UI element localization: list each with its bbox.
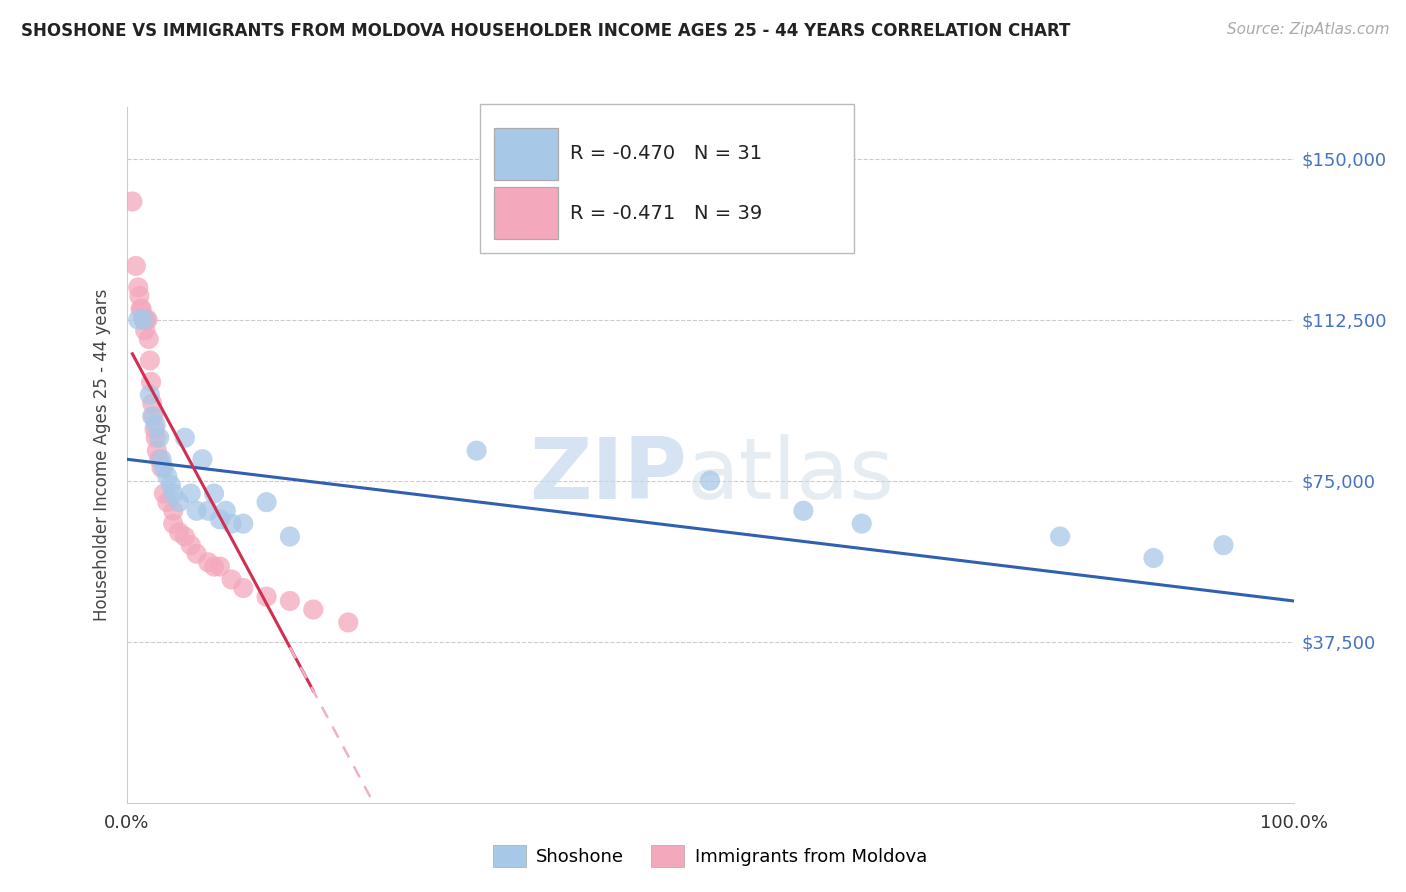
Point xyxy=(202,486,225,500)
Point xyxy=(186,547,208,561)
Point xyxy=(278,594,301,608)
Point xyxy=(141,409,163,424)
Point xyxy=(162,486,184,500)
Point xyxy=(1212,538,1234,552)
Point xyxy=(127,312,149,326)
Point xyxy=(156,495,179,509)
Point xyxy=(167,525,190,540)
Point xyxy=(143,422,166,436)
Point xyxy=(232,581,254,595)
Point xyxy=(150,460,173,475)
Point xyxy=(256,590,278,604)
Point xyxy=(134,323,156,337)
Point xyxy=(121,194,143,209)
Text: SHOSHONE VS IMMIGRANTS FROM MOLDOVA HOUSEHOLDER INCOME AGES 25 - 44 YEARS CORREL: SHOSHONE VS IMMIGRANTS FROM MOLDOVA HOUS… xyxy=(21,22,1070,40)
Point xyxy=(132,310,155,325)
Point xyxy=(186,504,208,518)
Point xyxy=(132,312,155,326)
Point xyxy=(180,486,202,500)
Point xyxy=(141,396,163,410)
Point xyxy=(191,452,214,467)
Point xyxy=(132,312,155,326)
Point xyxy=(132,312,155,326)
Point xyxy=(699,474,721,488)
FancyBboxPatch shape xyxy=(494,187,558,239)
Point xyxy=(174,529,197,543)
Point xyxy=(208,512,231,526)
Text: Source: ZipAtlas.com: Source: ZipAtlas.com xyxy=(1226,22,1389,37)
Point xyxy=(197,555,219,569)
Point xyxy=(1142,551,1164,566)
Point xyxy=(145,431,167,445)
Point xyxy=(125,259,148,273)
Point xyxy=(167,495,190,509)
Text: ZIP: ZIP xyxy=(529,434,686,517)
Point xyxy=(148,452,170,467)
Point xyxy=(232,516,254,531)
Text: R = -0.471   N = 39: R = -0.471 N = 39 xyxy=(569,204,762,223)
Point xyxy=(156,469,179,483)
Point xyxy=(139,375,162,389)
Point xyxy=(278,529,301,543)
Point xyxy=(128,289,150,303)
Point xyxy=(160,478,183,492)
Point xyxy=(139,353,162,368)
Point xyxy=(162,516,184,531)
Point xyxy=(221,573,243,587)
Point xyxy=(145,417,167,432)
Legend: Shoshone, Immigrants from Moldova: Shoshone, Immigrants from Moldova xyxy=(486,838,934,874)
Point xyxy=(129,301,152,316)
Point xyxy=(208,559,231,574)
Point xyxy=(465,443,488,458)
Point xyxy=(127,280,149,294)
Point xyxy=(146,443,169,458)
FancyBboxPatch shape xyxy=(479,103,853,253)
Point xyxy=(135,312,157,326)
Point xyxy=(162,504,184,518)
Point xyxy=(256,495,278,509)
Point xyxy=(302,602,325,616)
Point xyxy=(139,388,162,402)
Point xyxy=(131,301,153,316)
Point xyxy=(202,559,225,574)
Point xyxy=(792,504,814,518)
Point xyxy=(851,516,873,531)
Point xyxy=(197,504,219,518)
Point xyxy=(138,332,160,346)
Point xyxy=(1049,529,1071,543)
Point xyxy=(174,431,197,445)
Point xyxy=(136,312,159,326)
Point xyxy=(153,486,176,500)
Y-axis label: Householder Income Ages 25 - 44 years: Householder Income Ages 25 - 44 years xyxy=(93,289,111,621)
Point xyxy=(215,504,238,518)
FancyBboxPatch shape xyxy=(494,128,558,180)
Point xyxy=(150,452,173,467)
Point xyxy=(180,538,202,552)
Point xyxy=(153,460,176,475)
Point xyxy=(142,409,165,424)
Point xyxy=(337,615,360,630)
Text: atlas: atlas xyxy=(686,434,894,517)
Point xyxy=(221,516,243,531)
Text: R = -0.470   N = 31: R = -0.470 N = 31 xyxy=(569,145,762,163)
Point xyxy=(148,431,170,445)
